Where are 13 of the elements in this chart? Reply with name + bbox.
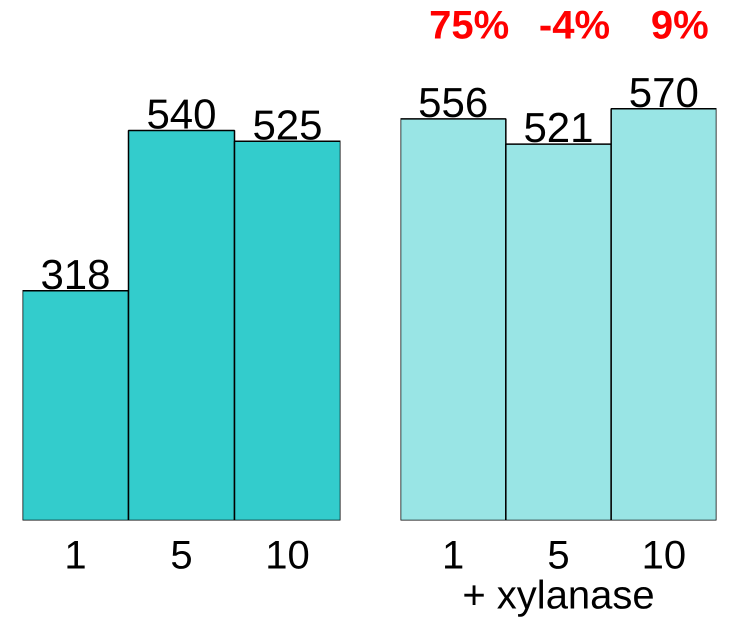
x-tick-label: 1 xyxy=(442,534,464,578)
data-label: 318 xyxy=(40,250,111,298)
data-label: 540 xyxy=(146,90,217,138)
data-label: 521 xyxy=(523,104,594,152)
text: 75% xyxy=(429,4,510,48)
x-tick-label: 1 xyxy=(64,534,87,578)
text: -4% xyxy=(538,4,610,48)
text: 9% xyxy=(650,4,709,48)
data-label: 556 xyxy=(418,78,488,126)
x-tick-label: 5 xyxy=(170,534,193,578)
x-tick-label: 10 xyxy=(265,534,310,578)
data-label: 570 xyxy=(628,68,699,116)
data-label: 525 xyxy=(252,101,323,148)
